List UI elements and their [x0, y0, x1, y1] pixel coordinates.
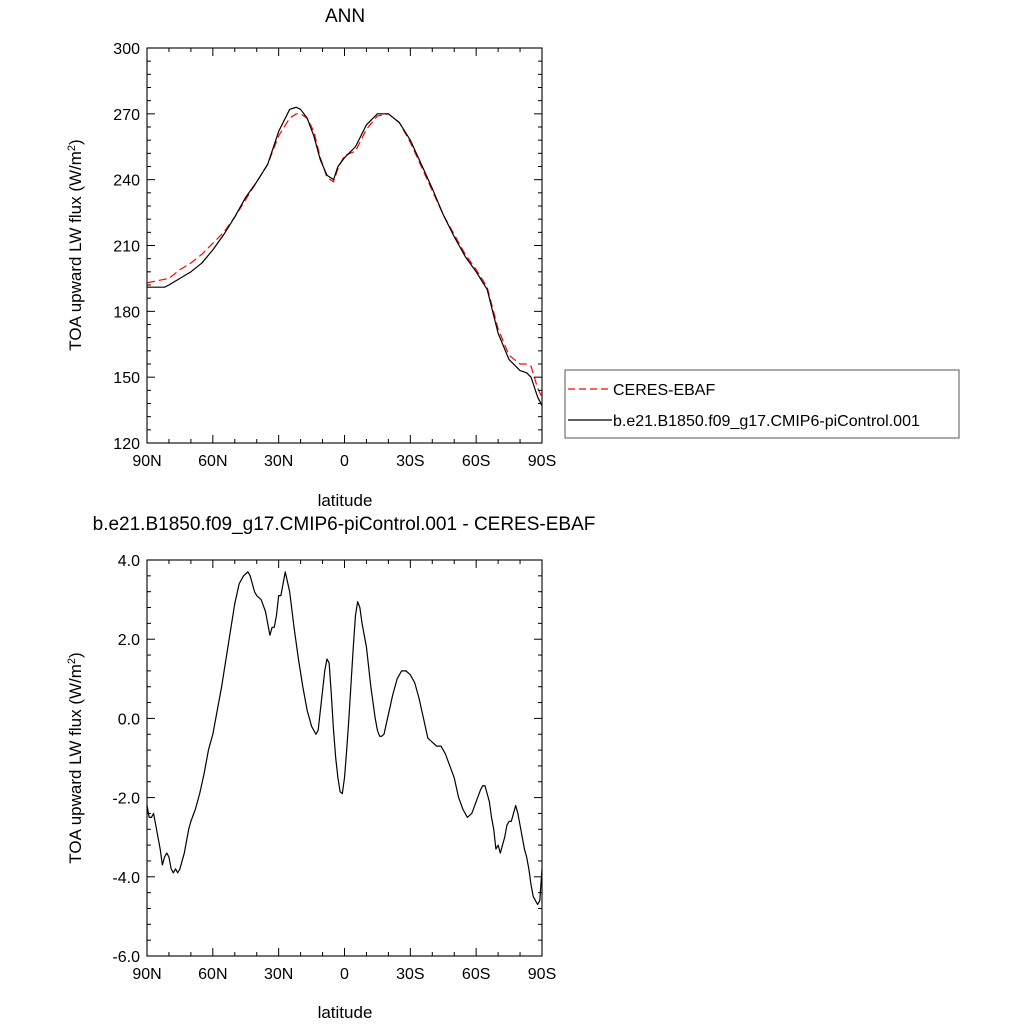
bottom-x-tick-label: 0: [340, 966, 349, 983]
bottom-chart-panel: b.e21.B1850.f09_g17.CMIP6-piControl.001 …: [66, 514, 595, 1022]
top-chart-panel: ANN 90N 60N 30N 0 30S 60S 90S 120 150 180 210 240 27…: [66, 6, 960, 510]
bottom-y-tick-label: 4.0: [118, 553, 140, 570]
top-y-tick-label: 240: [113, 173, 140, 190]
top-x-tick-label: 30S: [396, 453, 424, 470]
bottom-x-tick-label: 60S: [462, 966, 490, 983]
top-x-tick-label: 90N: [132, 453, 161, 470]
top-x-tick-label: 90S: [528, 453, 556, 470]
top-x-tick-label: 0: [340, 453, 349, 470]
bottom-y-tick-label: -2.0: [112, 791, 140, 808]
bottom-x-axis-label: latitude: [318, 1003, 373, 1022]
top-x-tick-label: 60S: [462, 453, 490, 470]
bottom-x-tick-label: 30N: [264, 966, 293, 983]
top-series-line-0: [146, 113, 543, 398]
top-y-tick-label: 300: [113, 41, 140, 58]
top-y-tick-label: 210: [113, 239, 140, 256]
legend-label-model: b.e21.B1850.f09_g17.CMIP6-piControl.001: [613, 413, 920, 430]
bottom-x-tick-label: 90N: [132, 966, 161, 983]
legend-box: [564, 369, 960, 439]
bottom-y-tick-label: 0.0: [118, 711, 140, 728]
top-y-tick-label: 180: [113, 304, 140, 321]
top-y-axis-label: TOA upward LW flux (W/m2): [66, 139, 85, 350]
bottom-x-tick-label: 30S: [396, 966, 424, 983]
top-y-tick-label: 270: [113, 107, 140, 124]
top-y-tick-label: 150: [113, 370, 140, 387]
top-chart-title: ANN: [325, 6, 365, 27]
legend-label-ceres-ebaf: CERES-EBAF: [613, 382, 715, 399]
bottom-y-tick-label: -4.0: [112, 870, 140, 887]
bottom-plot-area: 90N 60N 30N 0 30S 60S 90S -6.0 -4.0 -2.0 0.0 2.0 4.0: [112, 553, 556, 983]
bottom-x-tick-label: 60N: [198, 966, 227, 983]
top-x-tick-label: 60N: [198, 453, 227, 470]
bottom-y-tick-label: 2.0: [118, 632, 140, 649]
bottom-y-tick-label: -6.0: [112, 949, 140, 966]
top-x-axis-label: latitude: [318, 491, 373, 510]
legend: CERES-EBAF b.e21.B1850.f09_g17.CMIP6-piC…: [564, 369, 960, 439]
top-y-tick-label: 120: [113, 436, 140, 453]
bottom-y-axis-label: TOA upward LW flux (W/m2): [66, 652, 85, 863]
top-series-line-1: [147, 106, 543, 406]
bottom-x-tick-label: 90S: [528, 966, 556, 983]
bottom-series-line-0: [146, 571, 543, 906]
top-x-tick-label: 30N: [264, 453, 293, 470]
top-plot-area: 90N 60N 30N 0 30S 60S 90S 120 150 180 210 240 270 300: [113, 41, 556, 470]
bottom-chart-title: b.e21.B1850.f09_g17.CMIP6-piControl.001 …: [93, 514, 596, 535]
